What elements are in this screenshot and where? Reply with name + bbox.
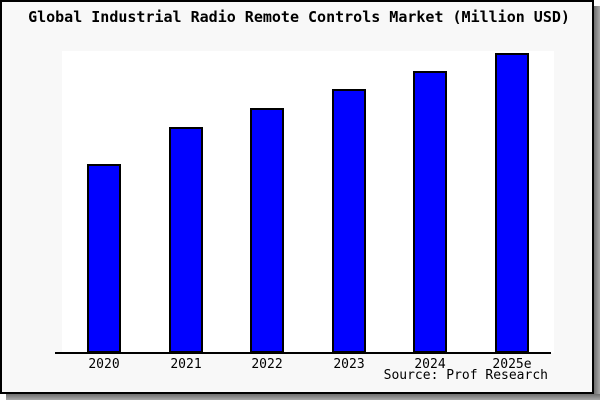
drop-shadow-right [594, 6, 600, 400]
source-text: Source: Prof Research [383, 368, 548, 383]
x-axis-label-2023: 2023 [333, 357, 365, 372]
bar-2021 [169, 127, 203, 353]
x-axis-label-2024: 2024 [414, 357, 446, 372]
bar-2024 [413, 71, 447, 353]
chart-title: Global Industrial Radio Remote Controls … [28, 8, 570, 26]
chart-frame: Global Industrial Radio Remote Controls … [0, 0, 594, 394]
x-axis-label-2021: 2021 [170, 357, 202, 372]
bar-2022 [250, 108, 284, 353]
x-axis-line [55, 352, 551, 354]
x-axis-label-2020: 2020 [88, 357, 120, 372]
x-axis-label-2022: 2022 [251, 357, 283, 372]
bar-2023 [332, 89, 366, 353]
drop-shadow-bottom [6, 394, 600, 400]
plot-area [62, 51, 554, 353]
bar-2025e [495, 53, 529, 353]
x-axis-label-2025e: 2025e [492, 357, 532, 372]
bar-2020 [87, 164, 121, 353]
